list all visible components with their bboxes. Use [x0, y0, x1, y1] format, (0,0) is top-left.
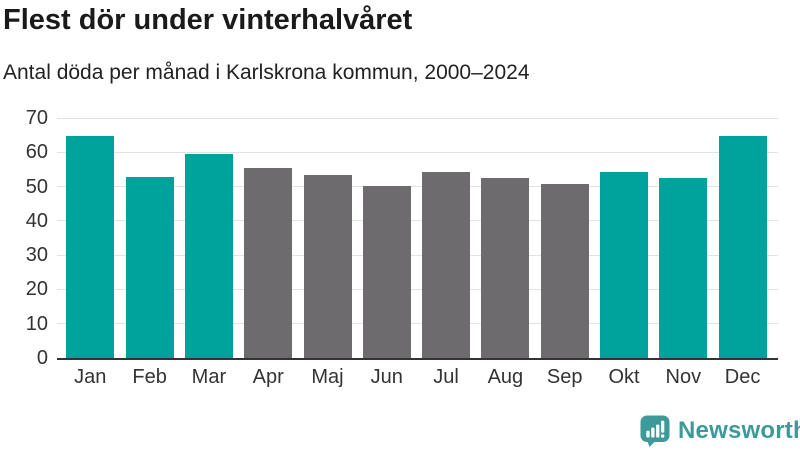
x-tick-label-jul: Jul — [433, 366, 459, 388]
x-tick-label-maj: Maj — [311, 366, 344, 388]
x-tick-label-feb: Feb — [132, 366, 167, 388]
chart-subtitle: Antal döda per månad i Karlskrona kommun… — [3, 61, 530, 84]
x-tick-label-sep: Sep — [546, 366, 583, 388]
bar-okt — [600, 171, 648, 358]
x-tick-label-dec: Dec — [724, 366, 761, 388]
gridline-40 — [57, 220, 778, 222]
gridline-50 — [57, 186, 778, 188]
plot-area — [57, 118, 778, 360]
y-tick-label-20: 20 — [25, 278, 48, 301]
bar-feb — [125, 176, 174, 358]
y-tick-label-10: 10 — [25, 312, 48, 335]
bar-jul — [422, 171, 471, 358]
gridline-60 — [57, 151, 778, 153]
y-tick-label-60: 60 — [25, 141, 48, 164]
bar-apr — [244, 167, 293, 358]
x-tick-label-mar: Mar — [191, 366, 227, 388]
newsworthy-logo-text: Newsworthy — [678, 417, 800, 444]
y-tick-label-40: 40 — [25, 209, 48, 232]
x-tick-label-nov: Nov — [665, 366, 702, 388]
chart-title: Flest dör under vinterhalvåret — [3, 4, 413, 36]
gridline-20 — [57, 288, 778, 290]
bar-jun — [362, 185, 411, 358]
y-tick-label-70: 70 — [25, 107, 48, 129]
bar-nov — [659, 177, 708, 358]
x-tick-label-jan: Jan — [74, 366, 107, 388]
newsworthy-logo: Newsworthy — [640, 415, 800, 447]
x-tick-label-okt: Okt — [608, 366, 640, 388]
bar-maj — [303, 174, 352, 358]
x-tick-label-jun: Jun — [370, 366, 403, 388]
bar-sep — [540, 183, 589, 358]
bar-mar — [184, 154, 233, 358]
gridline-30 — [57, 254, 778, 256]
speech-bubble-bar-chart-icon — [640, 415, 670, 447]
x-tick-label-apr: Apr — [252, 366, 284, 388]
bar-jan — [66, 135, 115, 358]
y-tick-label-30: 30 — [25, 244, 48, 267]
gridline-10 — [57, 323, 778, 325]
gridline-70 — [57, 118, 778, 119]
y-tick-label-0: 0 — [36, 347, 48, 369]
bar-dec — [718, 135, 767, 358]
bar-aug — [481, 177, 530, 358]
y-tick-label-50: 50 — [25, 175, 48, 198]
x-tick-label-aug: Aug — [487, 366, 524, 388]
